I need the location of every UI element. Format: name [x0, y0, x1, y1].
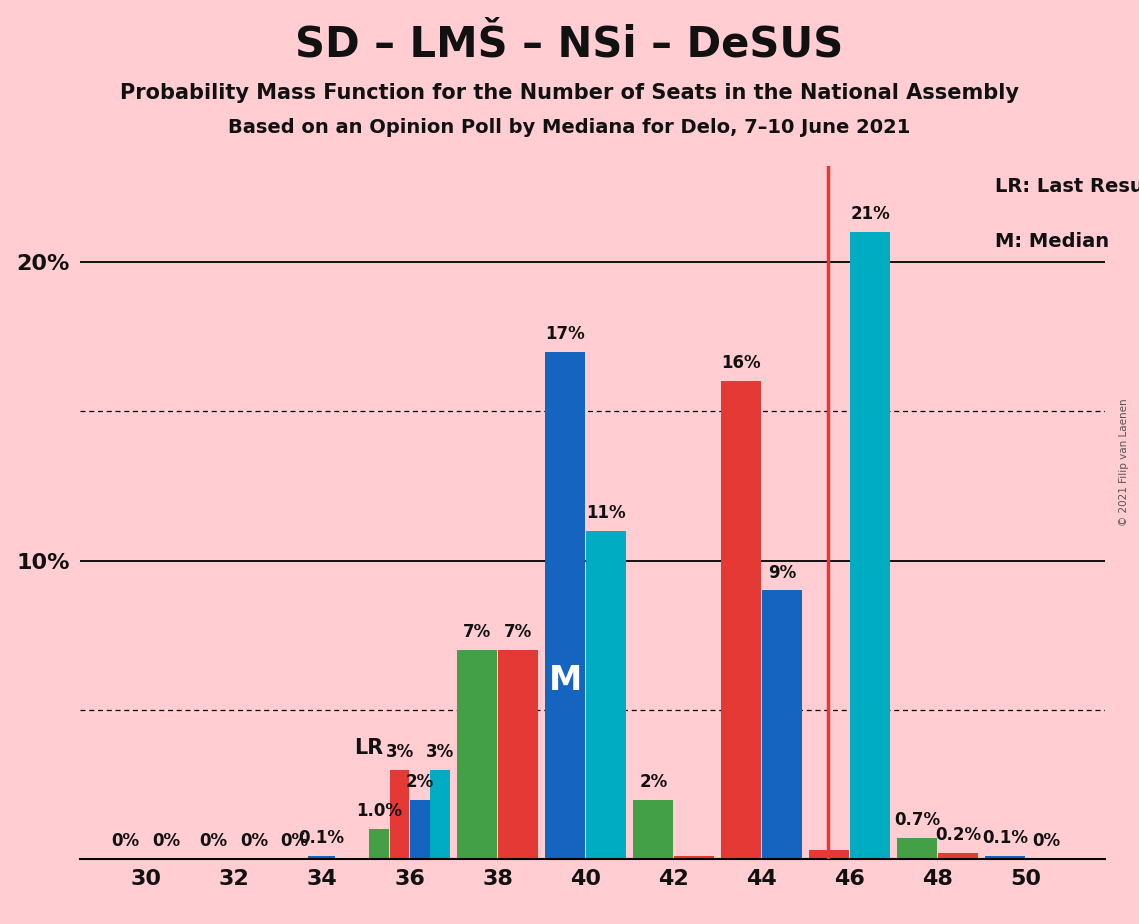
Text: LR: LR: [354, 737, 383, 758]
Text: 21%: 21%: [850, 205, 890, 223]
Text: 0.1%: 0.1%: [982, 830, 1029, 847]
Bar: [762, 590, 802, 859]
Text: 0%: 0%: [280, 832, 309, 850]
Text: 9%: 9%: [768, 564, 796, 581]
Bar: [458, 650, 498, 859]
Bar: [369, 830, 390, 859]
Text: 2%: 2%: [405, 772, 434, 791]
Text: 0%: 0%: [112, 832, 139, 850]
Text: 3%: 3%: [426, 743, 454, 760]
Bar: [721, 382, 761, 859]
Text: 0%: 0%: [151, 832, 180, 850]
Text: M: Median: M: Median: [995, 232, 1109, 251]
Text: M: M: [549, 663, 582, 697]
Text: 0.7%: 0.7%: [894, 811, 941, 830]
Text: 0.2%: 0.2%: [935, 826, 981, 845]
Text: 16%: 16%: [721, 355, 761, 372]
Bar: [898, 838, 937, 859]
Bar: [309, 857, 335, 859]
Text: 0%: 0%: [240, 832, 268, 850]
Bar: [850, 232, 890, 859]
Bar: [431, 770, 450, 859]
Text: 17%: 17%: [546, 324, 585, 343]
Bar: [587, 530, 626, 859]
Text: 3%: 3%: [385, 743, 413, 760]
Bar: [498, 650, 538, 859]
Text: 1.0%: 1.0%: [357, 802, 402, 821]
Text: LR: Last Result: LR: Last Result: [995, 176, 1139, 196]
Text: 2%: 2%: [639, 772, 667, 791]
Bar: [633, 799, 673, 859]
Text: © 2021 Filip van Laenen: © 2021 Filip van Laenen: [1120, 398, 1129, 526]
Text: 0%: 0%: [1032, 832, 1060, 850]
Text: 0.1%: 0.1%: [298, 830, 345, 847]
Bar: [939, 854, 978, 859]
Text: 7%: 7%: [464, 624, 491, 641]
Bar: [390, 770, 410, 859]
Bar: [546, 351, 585, 859]
Bar: [810, 850, 850, 859]
Text: 7%: 7%: [503, 624, 532, 641]
Bar: [410, 799, 429, 859]
Text: Based on an Opinion Poll by Mediana for Delo, 7–10 June 2021: Based on an Opinion Poll by Mediana for …: [228, 118, 911, 138]
Text: 11%: 11%: [587, 504, 625, 522]
Bar: [985, 857, 1025, 859]
Text: 0%: 0%: [199, 832, 228, 850]
Text: SD – LMŠ – NSi – DeSUS: SD – LMŠ – NSi – DeSUS: [295, 23, 844, 65]
Bar: [674, 857, 714, 859]
Text: Probability Mass Function for the Number of Seats in the National Assembly: Probability Mass Function for the Number…: [120, 83, 1019, 103]
